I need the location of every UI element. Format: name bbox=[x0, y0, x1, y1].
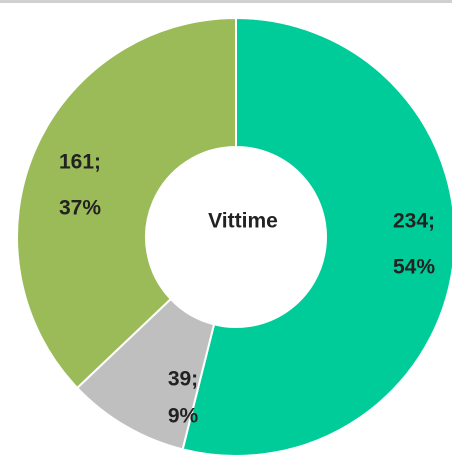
slice bbox=[16, 16, 237, 390]
slices bbox=[16, 16, 452, 457]
percent-label: 37% bbox=[59, 197, 101, 220]
percent-label: 9% bbox=[168, 405, 199, 428]
value-label: 234; bbox=[393, 210, 435, 233]
value-label: 39; bbox=[168, 368, 198, 391]
center-label: Vittime bbox=[208, 210, 278, 233]
slice bbox=[181, 16, 452, 457]
top-border bbox=[0, 0, 452, 3]
percent-label: 54% bbox=[393, 256, 435, 279]
value-label: 161; bbox=[59, 151, 101, 174]
